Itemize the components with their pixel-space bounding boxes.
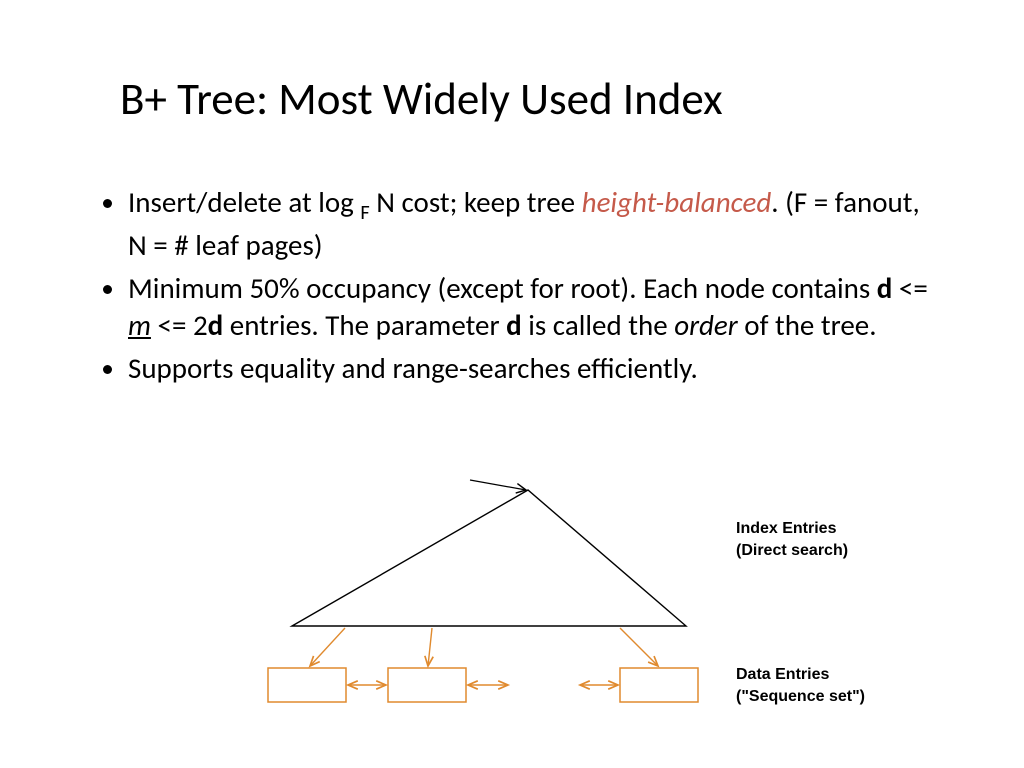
index-entries-label: Index Entries (Direct search)	[736, 518, 848, 561]
bullet-2: Minimum 50% occupancy (except for root).…	[128, 270, 928, 344]
bold: d	[208, 307, 224, 343]
text: (Direct search)	[736, 542, 848, 559]
text: Index Entries	[736, 520, 836, 537]
data-entries-label: Data Entries ("Sequence set")	[736, 664, 865, 707]
text: Data Entries	[736, 666, 829, 683]
slide-title: B+ Tree: Most Widely Used Index	[120, 72, 723, 127]
text: Insert/delete at log	[128, 184, 360, 220]
italic: order	[674, 307, 738, 343]
bold: d	[877, 270, 893, 306]
bullet-1: Insert/delete at log F N cost; keep tree…	[128, 184, 928, 264]
btree-diagram: Index Entries (Direct search) Data Entri…	[170, 478, 930, 738]
text: N cost; keep tree	[370, 184, 582, 220]
text: <= 2	[151, 307, 208, 343]
emphasis: height-balanced	[582, 184, 772, 220]
underline: m	[128, 307, 151, 343]
bullet-3: Supports equality and range-searches eff…	[128, 350, 928, 387]
bullet-list: Insert/delete at log F N cost; keep tree…	[98, 184, 928, 393]
bold: d	[506, 307, 522, 343]
subscript: F	[360, 201, 369, 225]
text: ("Sequence set")	[736, 688, 865, 705]
text: is called the	[522, 307, 675, 343]
text: Minimum 50% occupancy (except for root).…	[128, 270, 877, 306]
text: of the tree.	[738, 307, 877, 343]
text: <=	[892, 270, 927, 306]
text: entries. The parameter	[223, 307, 506, 343]
